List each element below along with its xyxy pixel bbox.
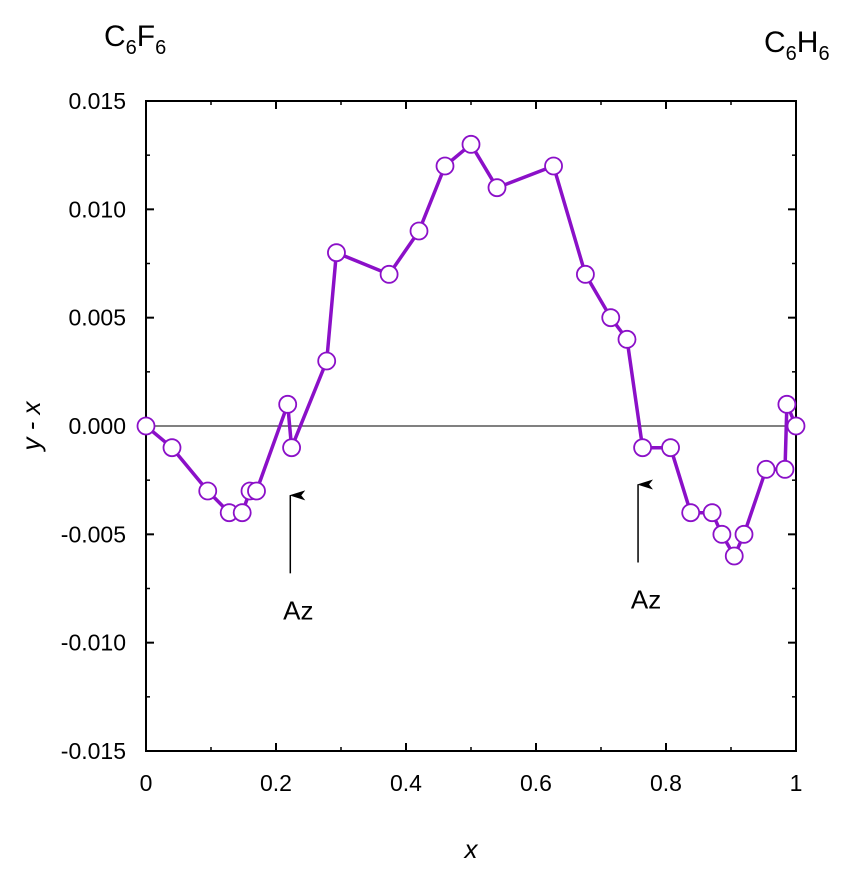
- tick-labels: 0 0.2 0.4 0.6 0.8 1 -0.015 -0.010 -0.005 0.000 0.0…: [61, 88, 803, 796]
- series-group: [136, 134, 806, 566]
- x-tick-label: 0: [140, 770, 153, 796]
- data-point: [724, 546, 744, 566]
- corner-label-right: C6H6: [764, 26, 830, 65]
- annotations: Az Az: [283, 479, 661, 625]
- y-tick-label: 0.010: [68, 196, 126, 222]
- y-tick-label: 0.005: [68, 305, 126, 331]
- data-point: [576, 264, 595, 284]
- y-axis-title: y - x: [16, 400, 46, 452]
- data-point: [136, 416, 156, 436]
- data-point: [633, 438, 652, 458]
- data-point: [712, 524, 732, 544]
- data-point: [198, 481, 218, 501]
- data-point: [702, 503, 722, 523]
- data-point: [601, 308, 621, 328]
- data-point: [282, 438, 302, 458]
- y-tick-label: 0.000: [68, 413, 126, 439]
- data-point: [162, 438, 182, 458]
- x-tick-label: 0.4: [390, 770, 422, 796]
- data-point: [734, 524, 754, 544]
- data-point: [278, 394, 298, 414]
- data-point: [775, 459, 795, 479]
- data-point: [617, 329, 637, 349]
- data-point: [317, 351, 337, 371]
- x-axis-title: x: [463, 834, 479, 864]
- data-point: [777, 394, 797, 414]
- x-tick-label: 0.2: [260, 770, 292, 796]
- x-tick-label: 1: [790, 770, 803, 796]
- data-point: [756, 459, 776, 479]
- data-point: [461, 134, 481, 154]
- y-tick-label: -0.010: [61, 630, 126, 656]
- y-tick-label: 0.015: [68, 88, 126, 114]
- data-point: [487, 178, 507, 198]
- data-point: [327, 243, 346, 263]
- x-tick-label: 0.8: [650, 770, 682, 796]
- y-tick-label: -0.015: [61, 738, 126, 764]
- data-point: [661, 438, 680, 458]
- data-point: [435, 156, 455, 176]
- data-point: [232, 503, 252, 523]
- data-point: [544, 156, 563, 176]
- data-point: [379, 264, 399, 284]
- data-point: [409, 221, 429, 241]
- y-tick-label: -0.005: [61, 521, 126, 547]
- data-point: [786, 416, 806, 436]
- annotation-label: Az: [283, 595, 313, 625]
- annotation-label: Az: [631, 585, 661, 615]
- data-point: [247, 481, 266, 501]
- data-point: [681, 503, 701, 523]
- corner-label-left: C6F6: [104, 20, 166, 59]
- x-tick-label: 0.6: [520, 770, 552, 796]
